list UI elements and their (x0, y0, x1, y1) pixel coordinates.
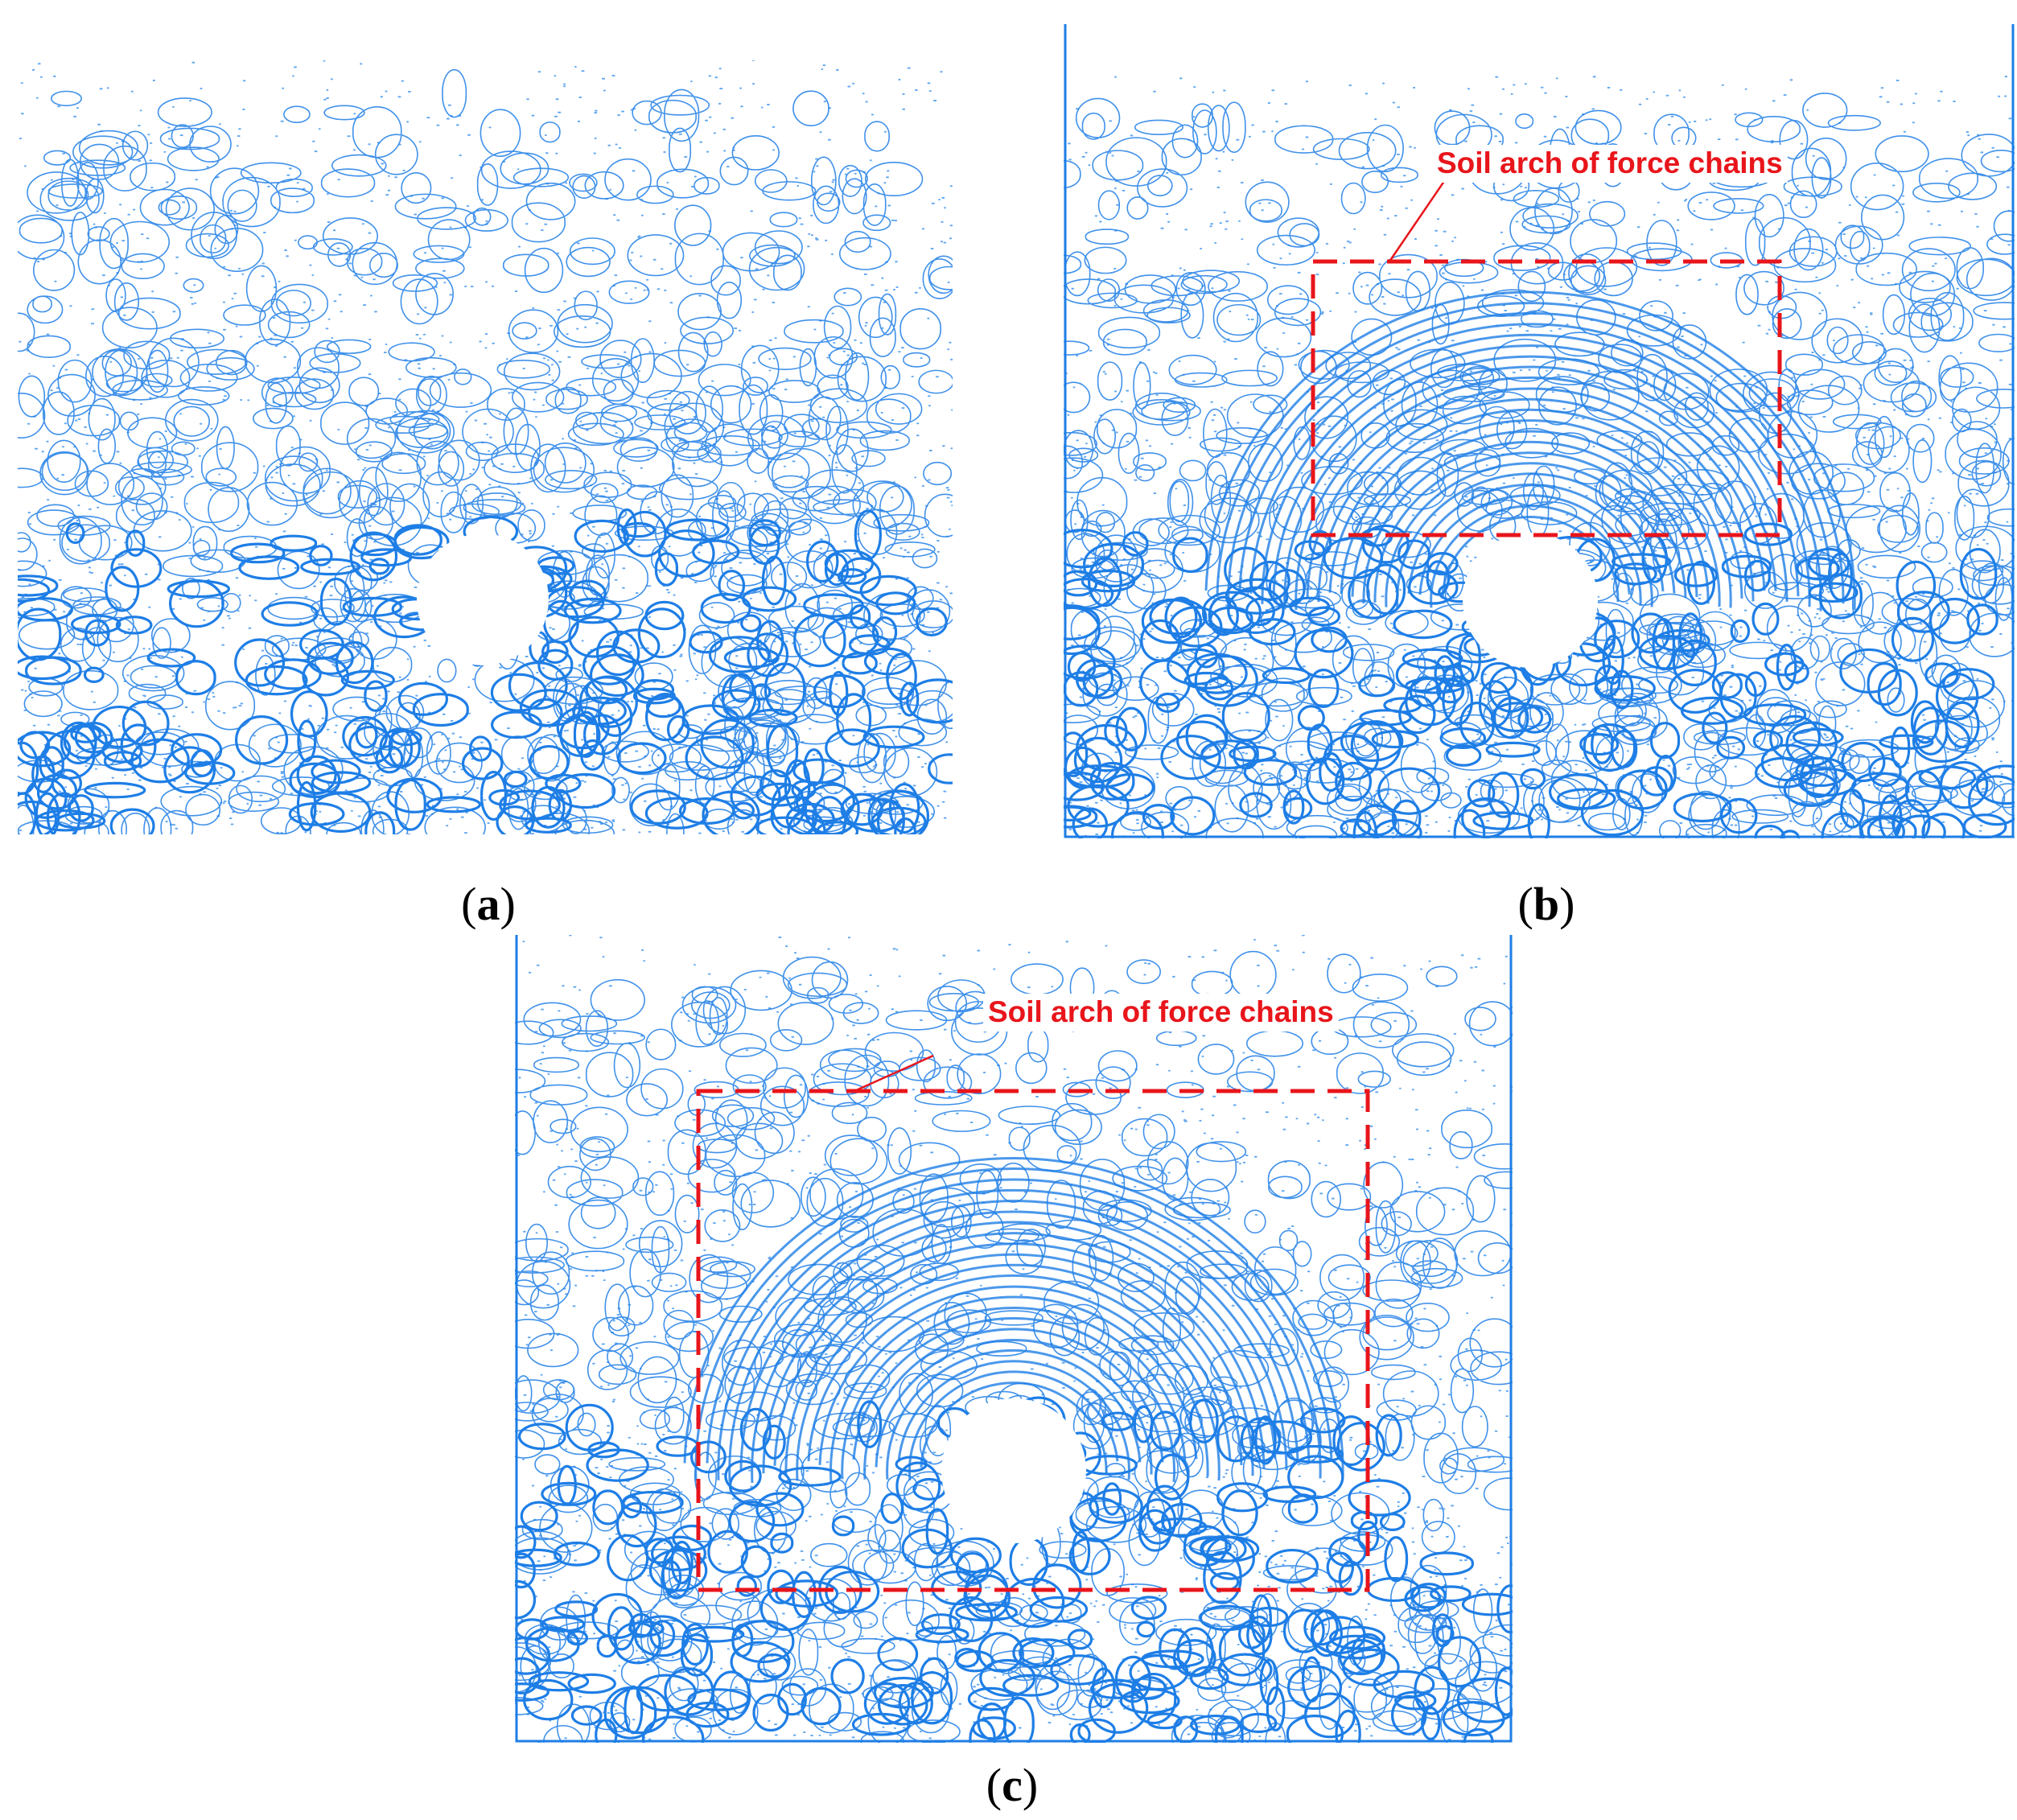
force-chain-network-group (1064, 24, 2015, 838)
panel-b-force-chain-svg (1064, 24, 2015, 838)
cavity-void (941, 1398, 1086, 1543)
cavity-void (1463, 533, 1598, 668)
soil-arch-dashed-box (696, 1089, 1370, 1592)
force-chain-strong-loops (1064, 522, 2015, 838)
force-chain-network-group (515, 935, 1513, 1743)
force-chain-loops (515, 950, 1513, 1743)
panel-a-force-chain-svg (18, 60, 953, 834)
panel-a-caption-letter: a (476, 878, 500, 930)
particle-dots (18, 60, 953, 834)
force-chain-strong-loops (18, 508, 953, 834)
panel-c-annotation-label: Soil arch of force chains (983, 994, 1339, 1031)
soil-arch-chains (683, 1156, 1344, 1484)
soil-arch-chains (1204, 290, 1856, 612)
panel-c-caption-letter: c (1002, 1759, 1023, 1811)
force-chain-strong-loops (515, 1396, 1513, 1743)
soil-arch-dashed-box (1311, 259, 1782, 537)
container-walls (1064, 24, 2015, 838)
panel-b-caption: (b) (1517, 878, 1575, 930)
force-chain-loops (18, 68, 953, 834)
panel-a-force-chain-network (18, 60, 953, 834)
force-chain-loops (1064, 93, 2015, 838)
annotation-leader-line (1388, 172, 1451, 262)
annotation-leader-line (854, 1054, 934, 1093)
cavity-void (417, 533, 549, 665)
panel-c-force-chain-svg (515, 935, 1513, 1743)
panel-b-force-chain-network (1064, 24, 2015, 838)
panel-c-caption: (c) (986, 1759, 1039, 1811)
panel-c-force-chain-network (515, 935, 1513, 1743)
container-walls (515, 935, 1513, 1743)
panel-b-annotation-label: Soil arch of force chains (1432, 145, 1788, 183)
force-chain-network-group (18, 60, 953, 834)
panel-a-caption: (a) (461, 878, 516, 930)
panel-b-caption-letter: b (1533, 878, 1560, 930)
